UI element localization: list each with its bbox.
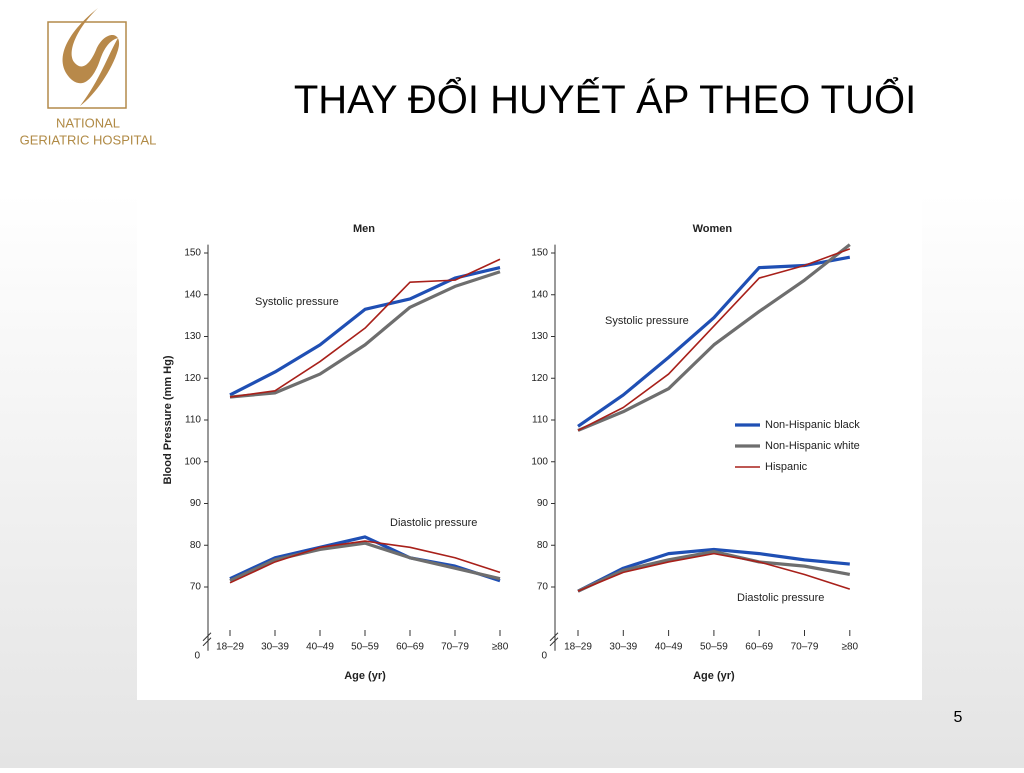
logo-bg <box>8 10 168 160</box>
line-diastolic <box>577 549 851 593</box>
y-tick-label: 120 <box>184 373 201 384</box>
x-tick-label: 40–49 <box>655 642 683 653</box>
line-systolic <box>229 270 501 399</box>
y-tick-label: 110 <box>185 415 201 426</box>
chart-title: Men <box>353 223 375 235</box>
y-tick-label: 120 <box>531 373 548 384</box>
legend-label: Non-Hispanic black <box>765 419 860 431</box>
axis-break <box>202 632 212 642</box>
logo-text: NATIONAL <box>56 115 120 130</box>
x-tick-label: 30–39 <box>261 642 289 653</box>
page-number: 5 <box>954 709 963 726</box>
x-tick-label: ≥80 <box>841 642 858 653</box>
y-tick-label: 0 <box>541 650 547 661</box>
y-tick-label: 140 <box>531 289 548 300</box>
line-systolic <box>229 266 501 397</box>
logo-text: GERIATRIC HOSPITAL <box>20 132 157 147</box>
annotation: Diastolic pressure <box>737 592 824 604</box>
x-tick-label: ≥80 <box>492 642 509 653</box>
y-tick-label: 130 <box>531 331 548 342</box>
y-tick-label: 80 <box>190 540 202 551</box>
legend-label: Hispanic <box>765 461 808 473</box>
x-axis-label: Age (yr) <box>344 670 386 682</box>
axis-break <box>202 637 212 647</box>
y-tick-label: 100 <box>184 456 201 467</box>
y-tick-label: 150 <box>531 248 548 259</box>
line-diastolic <box>577 547 850 593</box>
annotation: Systolic pressure <box>605 315 689 327</box>
legend-label: Non-Hispanic white <box>765 440 860 452</box>
chart-title: Women <box>693 223 733 235</box>
line-diastolic <box>229 535 501 583</box>
y-tick-label: 90 <box>190 498 202 509</box>
axis-break <box>549 632 559 642</box>
x-axis-label: Age (yr) <box>693 670 735 682</box>
slide-title: THAY ĐỔI HUYẾT ÁP THEO TUỔI <box>294 75 916 122</box>
y-tick-label: 80 <box>537 540 549 551</box>
y-tick-label: 130 <box>184 331 201 342</box>
x-tick-label: 60–69 <box>745 642 773 653</box>
x-tick-label: 50–59 <box>700 642 728 653</box>
y-axis-label: Blood Pressure (mm Hg) <box>162 355 174 484</box>
axis-break <box>549 637 559 647</box>
chart-panel <box>137 197 922 700</box>
y-tick-label: 0 <box>194 650 200 661</box>
y-tick-label: 70 <box>537 582 549 593</box>
y-tick-label: 70 <box>190 582 202 593</box>
y-tick-label: 110 <box>532 415 548 426</box>
annotation: Diastolic pressure <box>390 517 477 529</box>
line-systolic <box>577 243 851 432</box>
line-diastolic <box>577 552 851 592</box>
x-tick-label: 18–29 <box>216 642 244 653</box>
logo-mark <box>62 8 120 106</box>
x-tick-label: 18–29 <box>564 642 592 653</box>
x-tick-label: 50–59 <box>351 642 379 653</box>
x-tick-label: 30–39 <box>609 642 637 653</box>
line-systolic <box>577 248 851 432</box>
y-tick-label: 90 <box>537 498 549 509</box>
x-tick-label: 60–69 <box>396 642 424 653</box>
line-systolic <box>229 258 501 398</box>
annotation: Systolic pressure <box>255 296 339 308</box>
y-tick-label: 150 <box>184 248 201 259</box>
x-tick-label: 40–49 <box>306 642 334 653</box>
x-tick-label: 70–79 <box>791 642 819 653</box>
logo-frame <box>47 21 127 109</box>
y-tick-label: 100 <box>531 456 548 467</box>
x-tick-label: 70–79 <box>441 642 469 653</box>
y-tick-label: 140 <box>184 289 201 300</box>
line-diastolic <box>229 540 501 584</box>
line-diastolic <box>229 541 501 583</box>
